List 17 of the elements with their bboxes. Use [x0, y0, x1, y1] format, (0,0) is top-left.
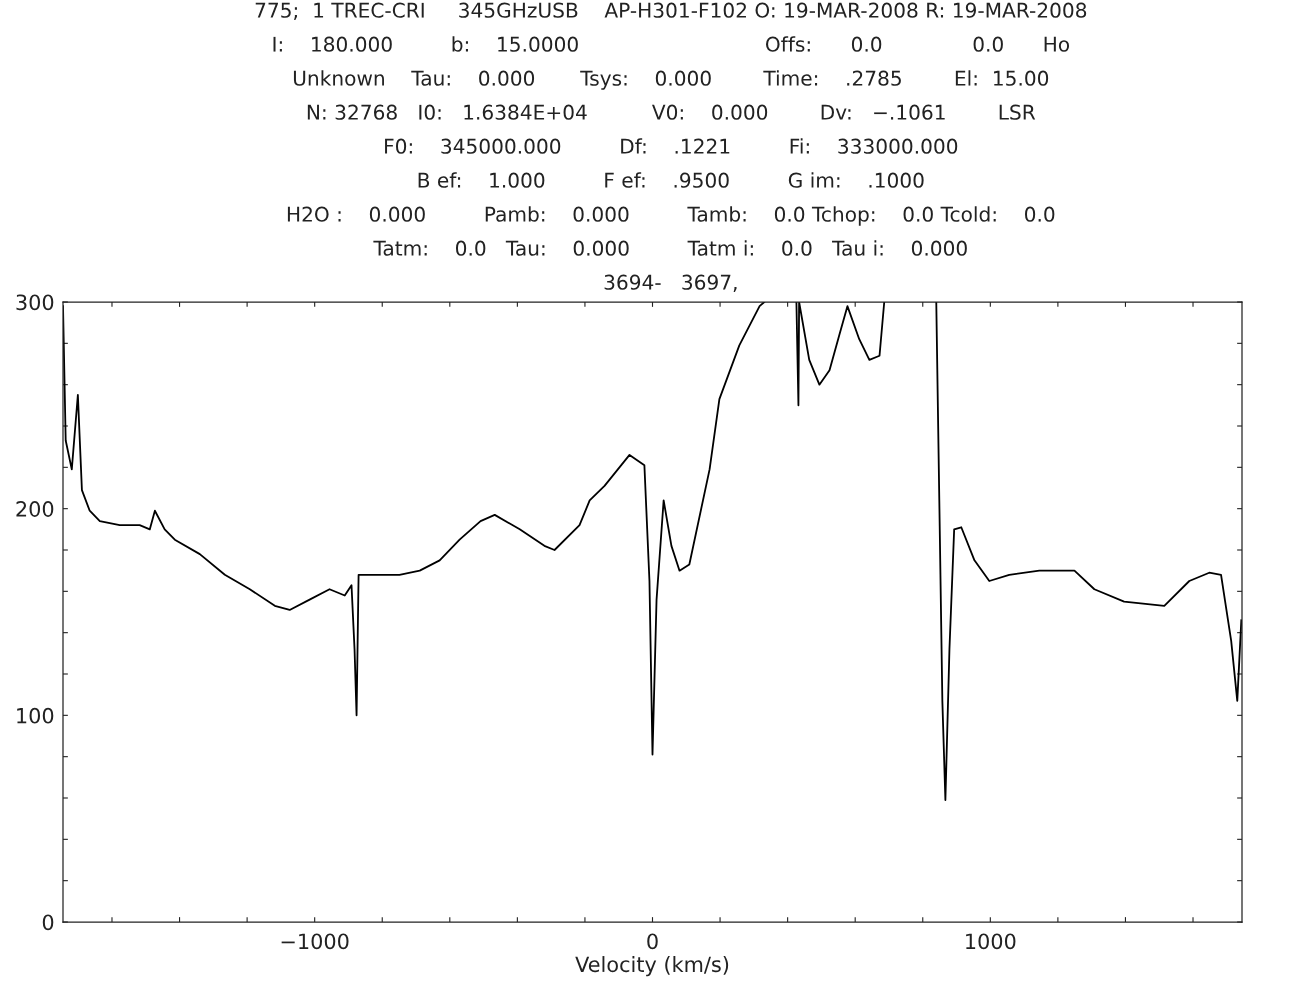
text: Tatm: 0.0 Tau: 0.000 Tatm i: 0.0 Tau i: 0.000	[373, 240, 967, 256]
text: 3694- 3697,	[604, 274, 737, 292]
text: I: 180.000 b: 15.0000 Offs: 0.0 0.0 Ho	[273, 36, 1070, 52]
x-tick-label: −1000	[281, 933, 349, 950]
x-tick-label: 1000	[966, 933, 1016, 950]
y-tick-label: 300	[16, 294, 54, 311]
text: Unknown Tau: 0.000 Tsys: 0.000 Time: .2785 El: 15.00	[293, 70, 1049, 90]
y-tick-label: 200	[16, 501, 54, 517]
text: 775; 1 TREC-CRI 345GHzUSB AP-H301-F102 O: 19-MAR-2008 R: 19-MAR-2008	[255, 2, 1087, 20]
text: H2O : 0.000 Pamb: 0.000 Tamb: 0.0 Tchop: 0.0 Tcold: 0.0	[287, 206, 1055, 226]
x-axis-title: Velocity (km/s)	[575, 956, 729, 977]
text: F0: 345000.000 Df: .1221 Fi: 333000.000	[385, 138, 958, 154]
text: B ef: 1.000 F ef: .9500 G im: .1000	[418, 172, 924, 188]
y-tick-label: 0	[42, 914, 54, 931]
x-tick-label: 0	[647, 933, 658, 950]
text: N: 32768 I0: 1.6384E+04 V0: 0.000 Dv: −.1061 LSR	[307, 104, 1036, 120]
y-tick-label: 100	[17, 707, 54, 724]
